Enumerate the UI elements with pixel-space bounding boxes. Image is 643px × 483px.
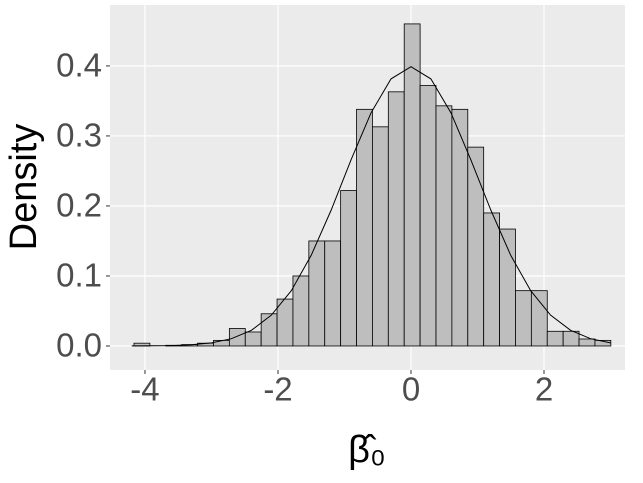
x-tick-label: 0 xyxy=(402,371,420,408)
bar xyxy=(451,108,469,347)
bar xyxy=(467,146,485,347)
y-tick-label: 0.4 xyxy=(56,47,102,84)
y-tick-label: 0.0 xyxy=(56,327,102,364)
bar xyxy=(515,290,532,347)
bar xyxy=(340,190,357,347)
bar xyxy=(578,338,596,347)
bar xyxy=(387,91,405,347)
bar xyxy=(419,85,437,347)
bar xyxy=(228,328,246,347)
x-tick-label: -4 xyxy=(130,371,159,408)
bar xyxy=(594,339,612,347)
bar xyxy=(403,23,421,347)
bar xyxy=(372,126,389,347)
y-tick-label: 0.3 xyxy=(56,117,102,154)
bar xyxy=(499,228,516,347)
density-curve xyxy=(131,66,611,347)
bar xyxy=(260,313,278,347)
bar xyxy=(292,275,310,347)
bar xyxy=(562,330,580,347)
y-axis-title: Density xyxy=(3,124,45,251)
bar xyxy=(356,108,373,347)
bar xyxy=(546,330,564,347)
x-axis-title: β̂₀ xyxy=(348,429,386,471)
x-tick-label: -2 xyxy=(263,371,292,408)
x-tick-label: 2 xyxy=(535,371,553,408)
bar xyxy=(435,105,453,347)
y-tick-label: 0.1 xyxy=(56,257,102,294)
bar xyxy=(530,290,548,347)
bar xyxy=(324,240,342,347)
y-tick-label: 0.2 xyxy=(56,187,102,224)
bar xyxy=(308,240,326,347)
bar xyxy=(244,331,262,347)
bar xyxy=(483,212,500,347)
bar xyxy=(276,298,294,347)
